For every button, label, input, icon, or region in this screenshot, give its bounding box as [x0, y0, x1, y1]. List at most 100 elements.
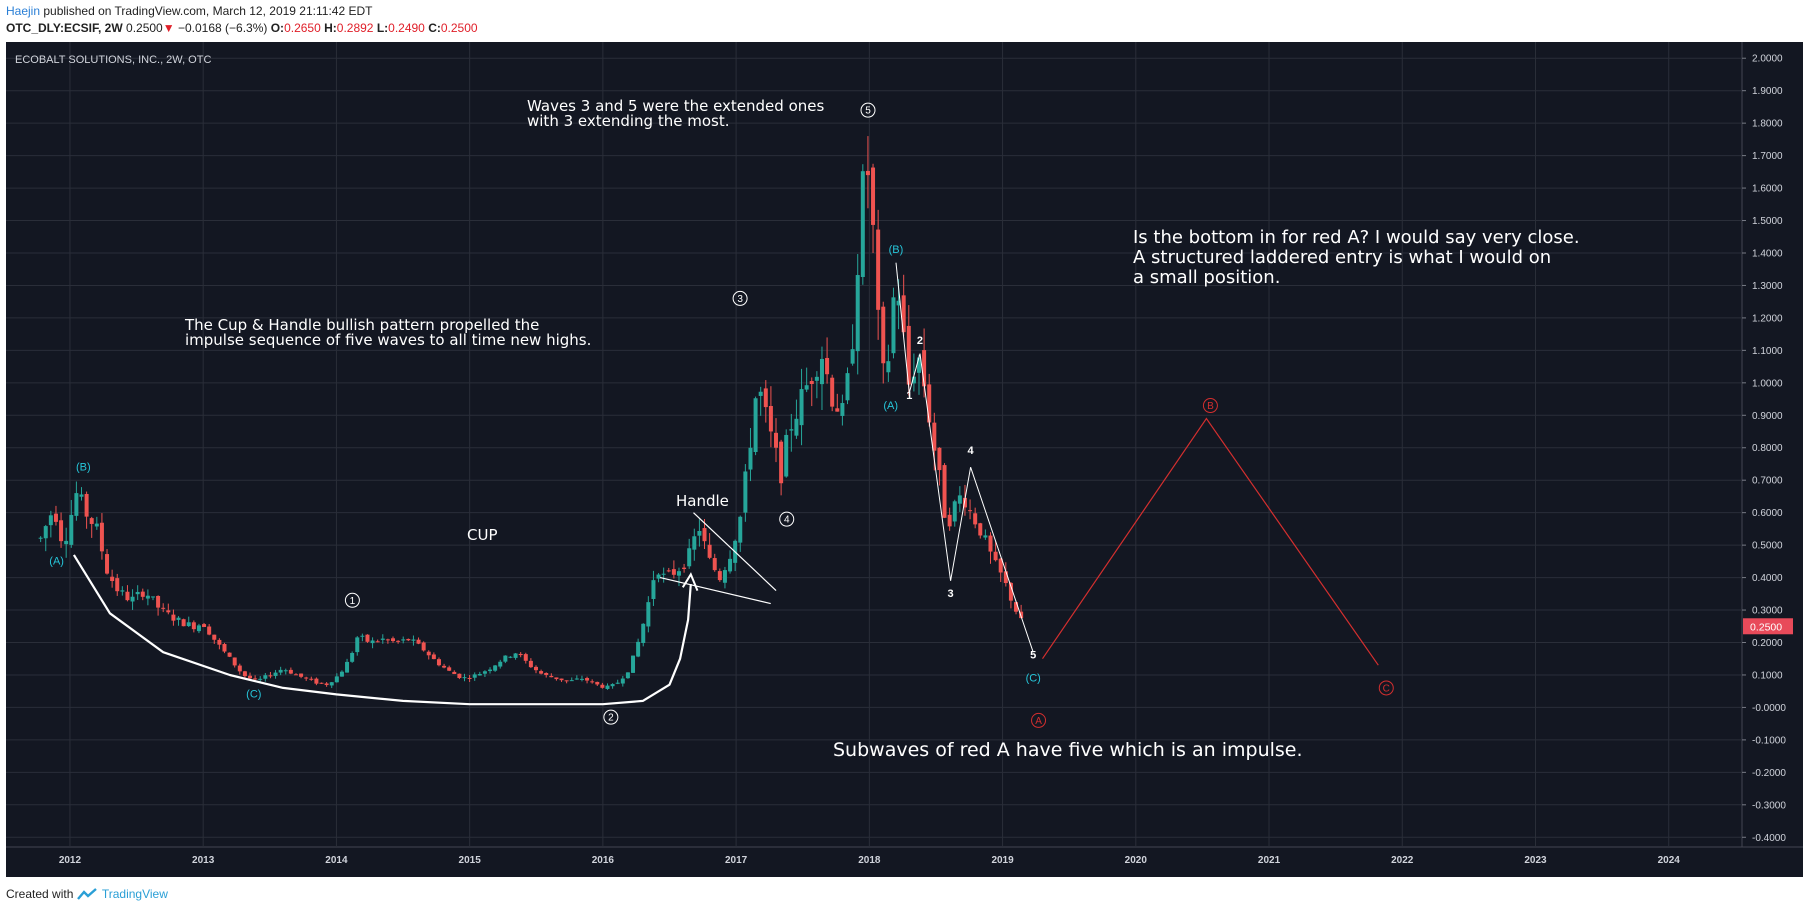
candle-body	[973, 513, 978, 525]
candle-body	[610, 684, 615, 687]
candle-body	[150, 596, 155, 598]
candle-body	[360, 635, 365, 637]
y-tick-label: 0.5000	[1752, 541, 1783, 552]
candle-body	[528, 660, 533, 668]
candle-body	[309, 678, 314, 680]
candle-body	[983, 535, 988, 538]
x-tick-label: 2017	[725, 855, 748, 866]
y-tick-label: 0.7000	[1752, 476, 1783, 487]
candle-body	[927, 384, 932, 423]
circle-mark	[860, 102, 876, 118]
last-price-label: 0.2500	[1750, 621, 1782, 633]
y-tick-label: 0.1000	[1752, 670, 1783, 681]
wave-labels: 1 2 3 4 5 (A) (B) (C) (A) (B) (C) 1 2 3 4 5 A B C	[49, 102, 1394, 728]
candle-body	[69, 514, 74, 545]
candle-body	[217, 639, 222, 645]
x-tick-label: 2019	[991, 855, 1014, 866]
wave-letter: B	[1207, 401, 1214, 412]
y-tick-label: 1.4000	[1752, 248, 1783, 259]
candle-body	[452, 671, 457, 675]
candle-body	[687, 548, 692, 567]
wave-number: 4	[784, 515, 790, 526]
candle-body	[569, 680, 574, 682]
candle-body	[365, 634, 370, 642]
candle-body	[886, 361, 891, 373]
candle-body	[396, 640, 401, 642]
candle-body	[125, 591, 130, 601]
candle-body	[845, 373, 850, 401]
candle-body	[196, 625, 201, 632]
candle-body	[94, 523, 99, 527]
candle-body	[488, 669, 493, 672]
candle-body	[227, 652, 232, 657]
candle-body	[957, 495, 962, 504]
open-label: O:	[270, 21, 285, 35]
candle-body	[370, 640, 375, 644]
candle-body	[666, 570, 671, 572]
change-value: −0.0168 (−6.3%)	[177, 21, 268, 35]
candle-body	[881, 306, 886, 364]
candle-body	[702, 528, 707, 542]
candle-body	[48, 515, 53, 526]
candle-body	[334, 676, 339, 683]
candle-body	[462, 677, 467, 679]
x-tick-label: 2021	[1258, 855, 1281, 866]
time-axis[interactable]: 2012 2013 2014 2015 2016 2017 2018 2019 2020 2021…	[59, 855, 1680, 866]
wave-label-sub: 1	[906, 390, 912, 402]
y-tick-label: 0.6000	[1752, 508, 1783, 519]
candle-body	[401, 639, 406, 641]
tradingview-logo-icon[interactable]	[76, 887, 102, 901]
candle-body	[263, 675, 268, 679]
tradingview-link[interactable]: TradingView	[101, 887, 168, 901]
candle-body	[968, 510, 973, 512]
wave-label-circled: 5	[860, 102, 876, 118]
candle-body	[202, 624, 207, 628]
candle-body	[431, 654, 436, 660]
down-arrow-icon: ▼	[162, 21, 175, 35]
y-tick-label: 0.8000	[1752, 443, 1783, 454]
candle-body	[804, 385, 809, 390]
candle-body	[901, 295, 906, 333]
candle-body	[651, 580, 656, 599]
y-tick-label: -0.3000	[1752, 800, 1786, 811]
candle-body	[825, 357, 830, 375]
wave-label-circled: 2	[603, 709, 619, 725]
annotation-text: The Cup & Handle bullish pattern propell…	[184, 316, 539, 334]
x-tick-label: 2024	[1658, 855, 1681, 866]
y-tick-label: 1.9000	[1752, 86, 1783, 97]
candle-body	[605, 685, 610, 689]
author-link[interactable]: Haejin	[6, 4, 41, 18]
publish-header: Haejin published on TradingView.com, Mar…	[6, 4, 372, 18]
wave-label-circled: 4	[779, 511, 795, 527]
candle-body	[43, 526, 48, 539]
y-tick-label: 1.1000	[1752, 346, 1783, 357]
candle-body	[1008, 582, 1013, 601]
candle-body	[355, 637, 360, 653]
chart-background	[6, 42, 1742, 847]
open-value: 0.2650	[284, 21, 321, 35]
circle-mark	[1378, 680, 1394, 696]
candle-body	[53, 513, 58, 522]
annotation-text: Handle	[676, 492, 729, 510]
y-tick-label: -0.4000	[1752, 833, 1786, 844]
wave-label-red: C	[1378, 680, 1394, 696]
footer: Created with TradingView	[6, 887, 168, 901]
candle-body	[631, 655, 636, 673]
candle-body	[411, 639, 416, 641]
candle-body	[457, 673, 462, 679]
candle-body	[1014, 602, 1019, 612]
candle-body	[809, 381, 814, 385]
annotation-text: with 3 extending the most.	[527, 112, 730, 130]
candle-body	[237, 665, 242, 672]
candle-body	[712, 558, 717, 571]
candle-body	[947, 514, 952, 527]
candle-body	[916, 357, 921, 373]
wave-number: 5	[865, 106, 871, 117]
y-tick-label: 2.0000	[1752, 54, 1783, 65]
candle-body	[840, 403, 845, 416]
price-axis[interactable]: 2.0000 1.9000 1.8000 1.7000 1.6000 1.5000 1.40…	[1742, 54, 1786, 844]
candle-body	[498, 661, 503, 667]
wave-number: 3	[737, 294, 743, 305]
high-value: 0.2892	[336, 21, 374, 35]
